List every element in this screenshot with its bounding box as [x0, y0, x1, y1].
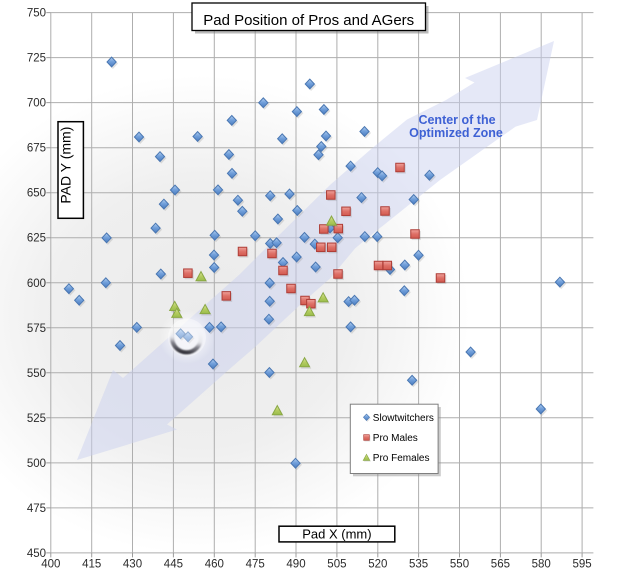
- svg-text:445: 445: [164, 559, 183, 571]
- svg-text:PAD Y (mm): PAD Y (mm): [58, 127, 74, 204]
- svg-text:400: 400: [41, 559, 60, 571]
- svg-text:520: 520: [368, 559, 387, 571]
- svg-text:505: 505: [327, 559, 346, 571]
- svg-text:Pad X (mm): Pad X (mm): [302, 527, 371, 542]
- svg-text:475: 475: [27, 503, 46, 515]
- svg-text:475: 475: [246, 559, 265, 571]
- svg-text:625: 625: [27, 233, 46, 245]
- svg-text:415: 415: [82, 559, 101, 571]
- svg-text:565: 565: [491, 559, 510, 571]
- svg-text:575: 575: [27, 323, 46, 335]
- svg-text:430: 430: [123, 559, 142, 571]
- svg-text:525: 525: [27, 413, 46, 425]
- svg-text:535: 535: [409, 559, 428, 571]
- svg-text:500: 500: [27, 458, 46, 470]
- svg-text:595: 595: [573, 559, 592, 571]
- svg-text:550: 550: [27, 368, 46, 380]
- svg-text:490: 490: [286, 559, 305, 571]
- svg-text:550: 550: [450, 559, 469, 571]
- svg-text:750: 750: [27, 8, 46, 20]
- svg-text:725: 725: [27, 53, 46, 65]
- svg-text:600: 600: [27, 278, 46, 290]
- svg-text:Pro Males: Pro Males: [373, 433, 418, 444]
- svg-text:650: 650: [27, 188, 46, 200]
- svg-text:Center of the: Center of the: [418, 113, 495, 127]
- svg-text:Pad Position of Pros and AGers: Pad Position of Pros and AGers: [203, 12, 414, 29]
- svg-text:675: 675: [27, 143, 46, 155]
- svg-text:580: 580: [532, 559, 551, 571]
- svg-text:460: 460: [205, 559, 224, 571]
- svg-text:Optimized Zone: Optimized Zone: [409, 126, 503, 140]
- svg-text:Pro Females: Pro Females: [373, 453, 430, 464]
- svg-text:700: 700: [27, 98, 46, 110]
- svg-text:Slowtwitchers: Slowtwitchers: [373, 413, 434, 424]
- svg-text:450: 450: [27, 548, 46, 560]
